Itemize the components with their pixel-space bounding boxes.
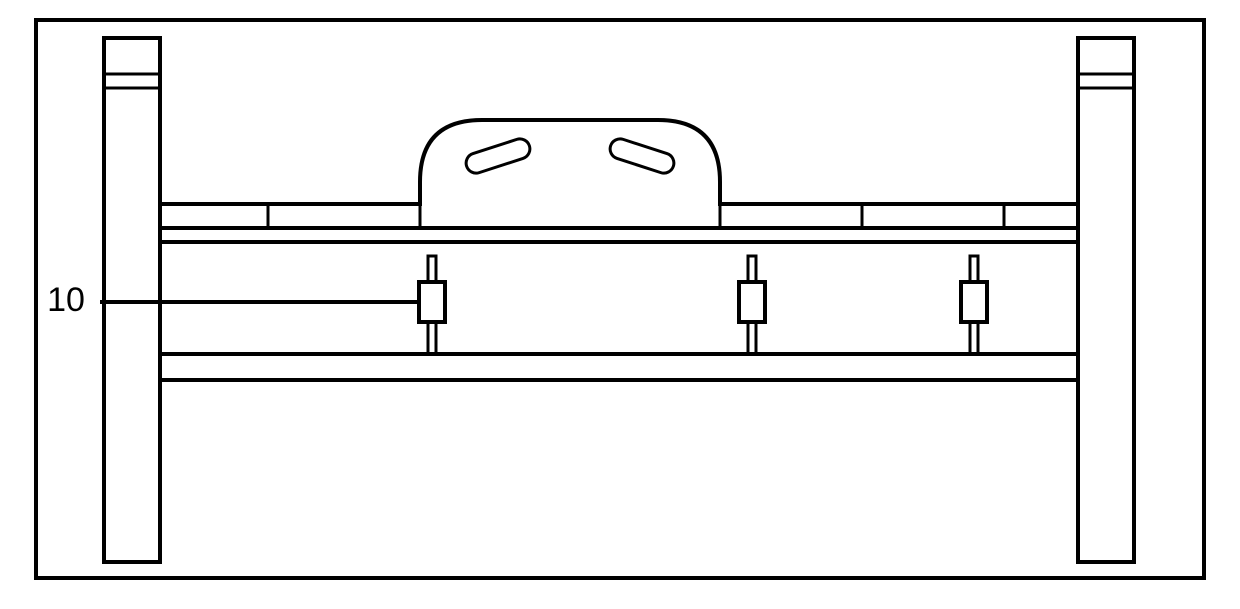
callout-10-number: 10 (47, 281, 85, 319)
